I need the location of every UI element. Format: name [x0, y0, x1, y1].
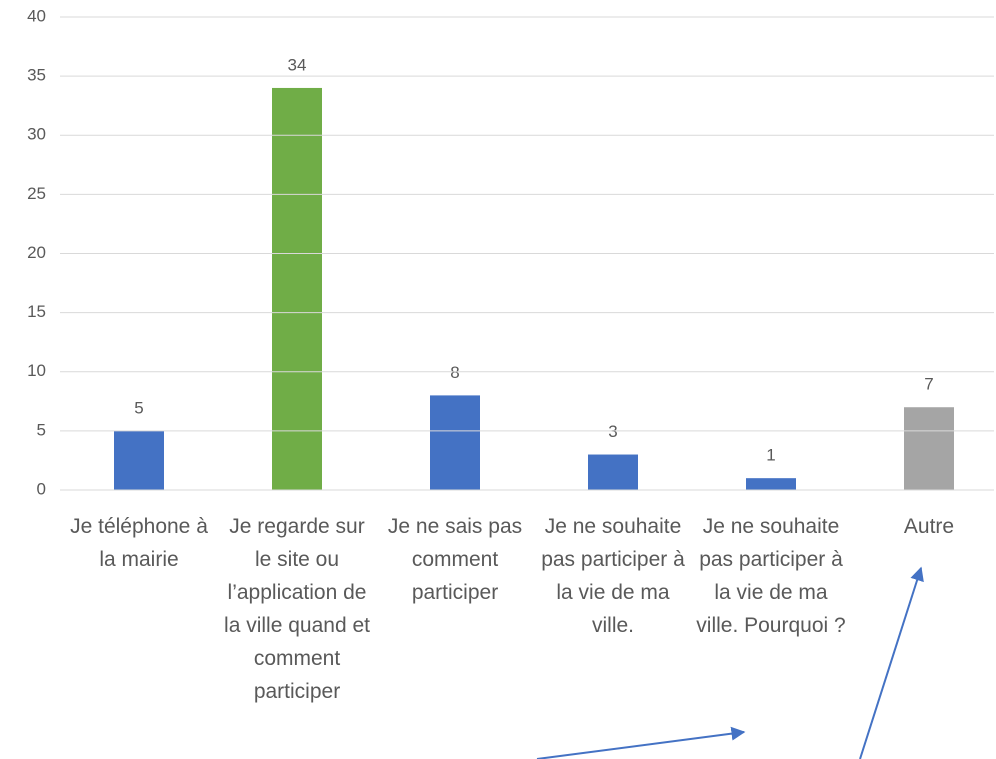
data-label: 1	[766, 446, 775, 465]
bar	[272, 87, 322, 490]
data-label: 3	[608, 422, 617, 441]
x-tick-label: Je regarde sur le site ou l’application …	[224, 515, 370, 703]
x-tick-label: Je ne souhaite pas participer à la vie d…	[541, 515, 685, 637]
y-tick-label: 10	[27, 361, 46, 380]
y-tick-label: 20	[27, 243, 46, 262]
bar	[904, 407, 954, 490]
arrow	[536, 726, 746, 759]
x-tick-label: Autre	[903, 515, 955, 538]
y-tick-label: 35	[27, 66, 46, 85]
x-tick-label: Je ne souhaite pas participer à la vie d…	[696, 515, 846, 637]
y-tick-label: 25	[27, 184, 46, 203]
bar	[430, 395, 480, 490]
y-tick-label: 40	[27, 6, 46, 25]
data-label: 34	[288, 55, 307, 74]
x-tick-label: Je ne sais pas comment participer	[387, 515, 523, 604]
bar	[746, 478, 796, 490]
arrow	[859, 566, 924, 759]
data-label: 8	[450, 363, 459, 382]
y-tick-label: 15	[27, 302, 46, 321]
x-tick-label: Je téléphone à la mairie	[70, 515, 208, 571]
data-label: 7	[924, 375, 933, 394]
bar	[114, 430, 164, 490]
y-tick-label: 5	[37, 420, 46, 439]
y-tick-label: 0	[37, 479, 46, 498]
bar	[588, 454, 638, 490]
y-tick-label: 30	[27, 125, 46, 144]
data-label: 5	[134, 398, 143, 417]
